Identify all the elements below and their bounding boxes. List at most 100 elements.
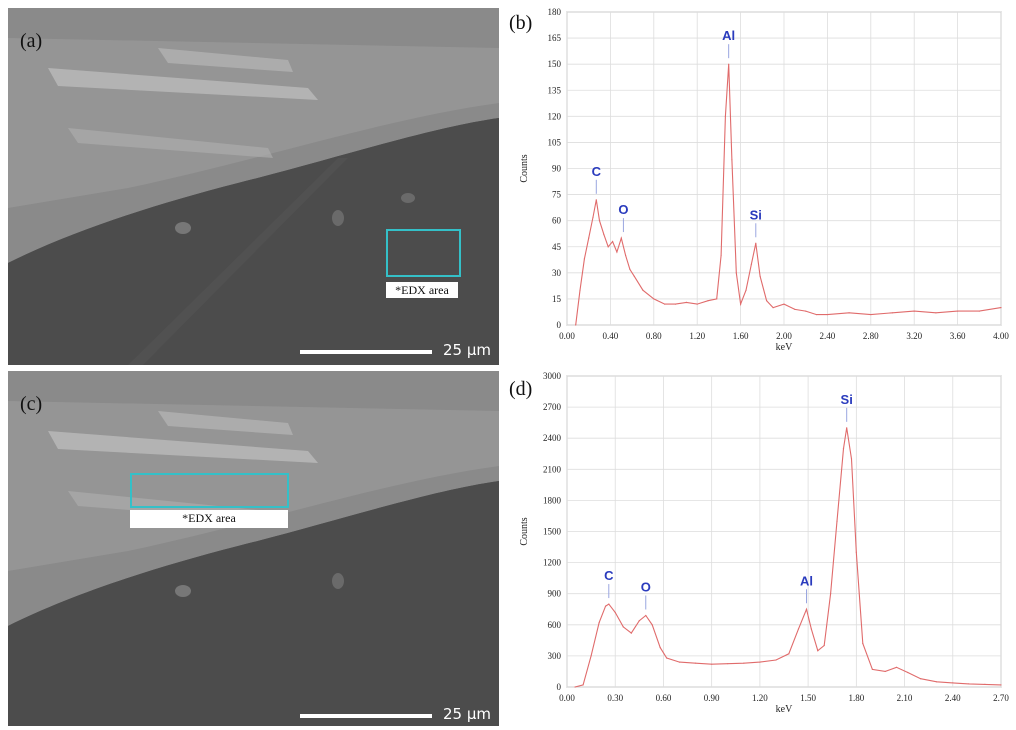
spectrum-point xyxy=(608,603,610,605)
spectrum-point xyxy=(815,313,818,316)
x-tick-label: 0.30 xyxy=(607,693,623,703)
y-tick-label: 150 xyxy=(548,59,562,69)
y-tick-label: 0 xyxy=(557,682,562,692)
y-axis-title: Counts xyxy=(519,154,530,182)
spectrum-point xyxy=(740,303,742,305)
spectrum-point xyxy=(620,237,622,239)
spectrum-point xyxy=(622,626,624,628)
y-tick-label: 600 xyxy=(548,620,562,630)
spectrum-point xyxy=(842,447,845,450)
spectrum-point xyxy=(984,683,986,686)
edx-area-box-c xyxy=(130,473,289,508)
spectrum-chart-b: 0.00 0.40 0.80 1.20 1.60 2.00 2.40 2.80 3.20 3.60… xyxy=(505,7,1010,370)
x-tick-label: 2.10 xyxy=(897,693,913,703)
spectrum-point xyxy=(936,681,938,683)
peak-label: Si xyxy=(841,392,853,407)
scale-text-a: 25 µm xyxy=(443,341,492,359)
spectrum-point xyxy=(604,605,607,607)
panel-label-d: (d) xyxy=(509,378,533,400)
spectrum-point xyxy=(728,63,730,65)
spectrum-point xyxy=(735,272,737,274)
spectrum-point xyxy=(574,686,576,688)
spectrum-point xyxy=(624,254,627,257)
spectrum-line xyxy=(575,64,1002,326)
spectrum-point xyxy=(674,303,677,305)
spectrum-point xyxy=(653,298,655,300)
edx-area-label-c: *EDX area xyxy=(130,510,288,528)
y-tick-label: 105 xyxy=(548,137,562,147)
x-tick-label: 3.20 xyxy=(906,331,922,341)
spectrum-point xyxy=(724,115,727,117)
spectrum-point xyxy=(592,216,594,218)
spectrum-point xyxy=(871,668,874,670)
spectrum-point xyxy=(633,275,635,277)
spectrum-point xyxy=(830,593,832,595)
y-tick-label: 15 xyxy=(552,294,562,304)
spectrum-point xyxy=(685,301,687,303)
spectrum-point xyxy=(575,324,577,326)
spectrum-point xyxy=(598,622,600,624)
peak-label: C xyxy=(604,568,614,583)
x-tick-label: 0.40 xyxy=(603,331,619,341)
spectrum-point xyxy=(794,308,796,310)
spectrum-point xyxy=(583,258,585,260)
y-tick-label: 1800 xyxy=(543,495,562,505)
spectrum-point xyxy=(1000,684,1002,686)
y-tick-label: 180 xyxy=(548,7,562,17)
spectrum-point xyxy=(614,611,616,613)
spectrum-point xyxy=(884,670,886,673)
spectrum-point xyxy=(952,682,954,684)
x-tick-label: 1.60 xyxy=(733,331,749,341)
x-tick-label: 0.90 xyxy=(704,693,720,703)
spectrum-point xyxy=(978,310,980,312)
spectrum-point xyxy=(810,628,812,630)
spectrum-svg-b: 0.00 0.40 0.80 1.20 1.60 2.00 2.40 2.80 3.20 3.60… xyxy=(519,7,1009,353)
sem-image-a xyxy=(8,8,499,365)
x-axis-title: keV xyxy=(776,704,793,715)
spectrum-point xyxy=(590,655,592,657)
x-tick-label: 1.50 xyxy=(800,693,816,703)
scale-text-c: 25 µm xyxy=(443,705,492,723)
spectrum-point xyxy=(895,666,898,668)
y-tick-label: 1500 xyxy=(543,527,562,537)
sem-texture-a xyxy=(8,8,499,365)
spectrum-point xyxy=(855,551,857,553)
spectrum-point xyxy=(731,159,733,161)
x-tick-label: 0.00 xyxy=(559,331,575,341)
spectrum-point xyxy=(817,650,819,652)
spectrum-point xyxy=(678,661,681,663)
peak-label: O xyxy=(641,579,651,594)
spectrum-point xyxy=(836,520,838,522)
x-tick-label: 2.40 xyxy=(820,331,836,341)
peak-label: C xyxy=(592,164,602,179)
spectrum-point xyxy=(775,659,777,661)
x-tick-label: 2.70 xyxy=(993,693,1009,703)
y-tick-label: 2100 xyxy=(543,464,562,474)
spectrum-point xyxy=(766,300,768,302)
spectrum-point xyxy=(788,653,790,655)
spectrum-point xyxy=(630,632,632,634)
panel-label-b: (b) xyxy=(509,12,533,34)
spectrum-point xyxy=(850,458,853,460)
y-tick-label: 90 xyxy=(552,164,562,174)
spectrum-point xyxy=(603,233,605,236)
spectrum-point xyxy=(755,242,757,244)
sem-image-c xyxy=(8,371,499,726)
y-tick-label: 45 xyxy=(552,242,562,252)
spectrum-point xyxy=(797,628,800,630)
spectrum-point xyxy=(727,663,729,665)
y-tick-label: 75 xyxy=(552,190,562,200)
x-tick-label: 2.40 xyxy=(945,693,961,703)
spectrum-point xyxy=(582,684,584,686)
spectrum-point xyxy=(659,647,661,649)
panel-label-c: (c) xyxy=(20,393,43,415)
peak-label: Al xyxy=(722,28,735,43)
spectrum-point xyxy=(1000,307,1002,309)
spectrum-point xyxy=(666,657,668,659)
y-axis-title: Counts xyxy=(519,517,530,545)
x-tick-label: 3.60 xyxy=(950,331,966,341)
peak-label: Al xyxy=(800,573,813,588)
spectrum-point xyxy=(616,251,618,253)
spectrum-point xyxy=(607,246,609,248)
spectrum-point xyxy=(920,678,922,680)
